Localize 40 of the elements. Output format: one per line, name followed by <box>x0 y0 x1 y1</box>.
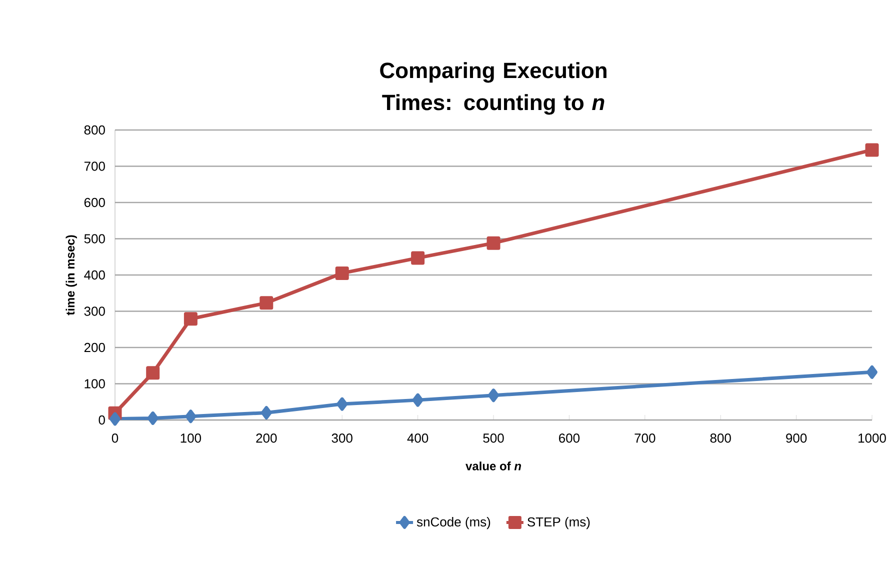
point <box>260 296 274 310</box>
x-tick-label: 0 <box>112 434 118 443</box>
x-tick-label: 600 <box>559 434 580 443</box>
y-tick-label: 100 <box>84 379 105 388</box>
x-tick-label: 900 <box>786 434 807 443</box>
point <box>184 312 198 326</box>
y-axis-title: time (in msec) <box>66 235 77 316</box>
point <box>260 406 272 420</box>
y-tick-label: 600 <box>84 198 105 208</box>
x-tick-label: 800 <box>710 434 731 443</box>
chart-title: Comparing Execution Times: counting to n <box>380 62 606 115</box>
point <box>185 410 196 424</box>
point <box>486 236 500 250</box>
legend-label: STEP (ms) <box>528 516 590 530</box>
x-axis-title: value of n <box>466 462 522 470</box>
point <box>336 397 348 411</box>
point <box>488 388 500 402</box>
point <box>866 365 878 379</box>
x-tick-label: 1000 <box>858 434 886 443</box>
y-tick-label: 400 <box>84 270 105 280</box>
y-tick-label: 200 <box>84 342 105 352</box>
point <box>412 393 424 407</box>
point <box>411 251 425 265</box>
x-tick-label: 400 <box>407 434 428 443</box>
y-tick-label: 300 <box>84 306 105 316</box>
y-tick-label: 800 <box>84 125 105 135</box>
point <box>865 143 879 157</box>
x-tick-label: 700 <box>634 434 656 443</box>
x-tick-label: 500 <box>483 434 504 443</box>
point <box>146 366 160 380</box>
point <box>110 412 120 426</box>
y-tick-label: 500 <box>84 234 105 244</box>
y-tick-label: 0 <box>98 415 105 425</box>
y-tick-label: 700 <box>84 162 105 171</box>
point <box>147 411 158 425</box>
x-tick-label: 200 <box>256 434 277 443</box>
point <box>335 266 349 280</box>
x-tick-label: 300 <box>332 434 352 443</box>
x-tick-label: 100 <box>180 434 202 443</box>
legend-label: snCode (ms) <box>416 516 490 530</box>
